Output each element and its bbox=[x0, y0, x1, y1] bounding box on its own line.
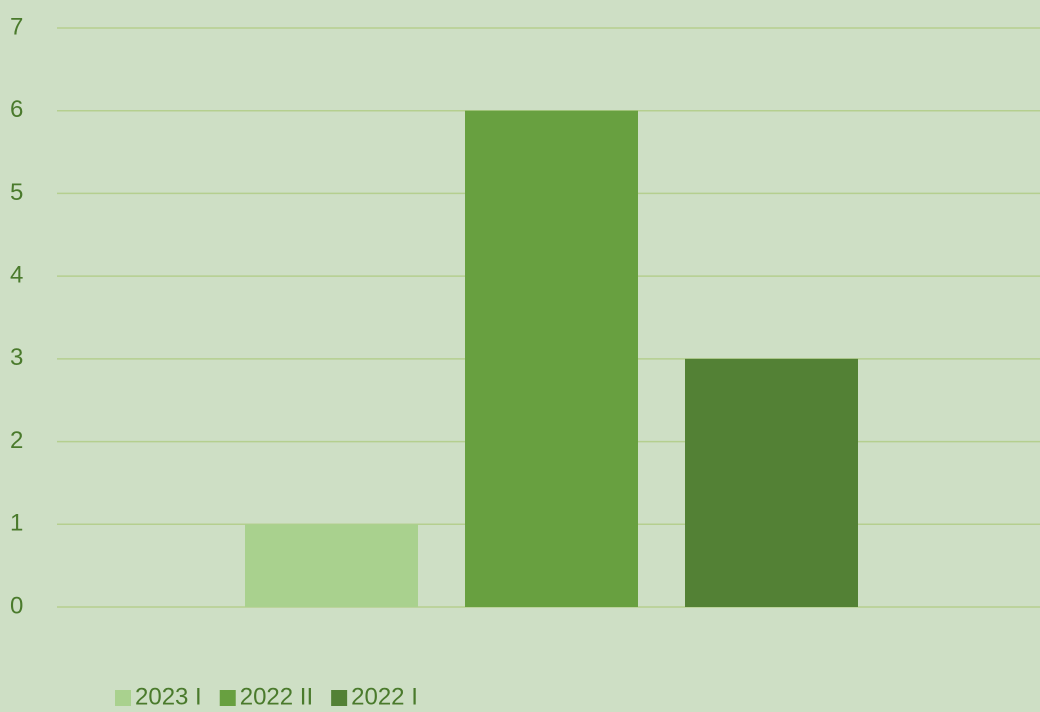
y-tick-label: 5 bbox=[10, 179, 23, 206]
y-tick-label: 0 bbox=[10, 592, 23, 619]
legend-label: 2022 I bbox=[351, 683, 418, 710]
y-tick-label: 6 bbox=[10, 96, 23, 123]
y-tick-label: 1 bbox=[10, 510, 23, 537]
legend-label: 2022 II bbox=[240, 683, 313, 710]
legend-swatch bbox=[331, 690, 348, 706]
legend-swatch bbox=[115, 690, 131, 706]
y-tick-label: 4 bbox=[10, 261, 23, 288]
y-tick-label: 7 bbox=[10, 13, 23, 40]
legend-label: 2023 I bbox=[135, 683, 202, 710]
y-tick-label: 3 bbox=[10, 344, 23, 371]
legend-swatch bbox=[219, 690, 236, 706]
bar bbox=[245, 524, 418, 607]
bar bbox=[465, 110, 638, 607]
bar bbox=[685, 358, 858, 607]
y-tick-label: 2 bbox=[10, 427, 23, 454]
